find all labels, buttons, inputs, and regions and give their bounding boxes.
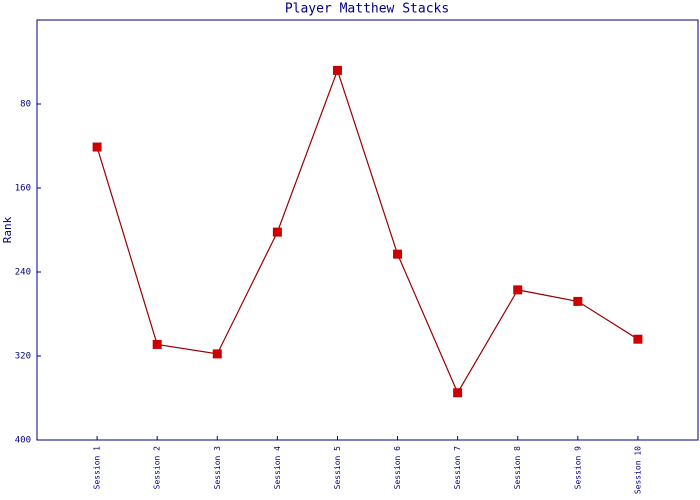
y-axis-label: Rank (1, 216, 14, 243)
marker (92, 142, 102, 152)
x-tick-label: Session 2 (153, 446, 162, 490)
marker (332, 65, 342, 75)
x-tick-label: Session 4 (273, 446, 282, 490)
y-tick-label: 240 (15, 268, 31, 278)
marker (513, 285, 523, 295)
chart-title: Player Matthew Stacks (285, 2, 449, 17)
y-tick-label: 400 (15, 436, 31, 446)
y-tick-label: 160 (15, 184, 31, 194)
y-tick-label: 80 (20, 100, 31, 110)
marker (152, 339, 162, 349)
marker (573, 296, 583, 306)
marker (272, 227, 282, 237)
marker (393, 249, 403, 259)
x-tick-label: Session 7 (453, 446, 462, 490)
x-tick-label: Session 3 (213, 446, 222, 490)
x-tick-label: Session 8 (513, 446, 522, 490)
x-tick-label: Session 1 (93, 446, 102, 490)
x-tick-label: Session 9 (573, 446, 582, 490)
x-tick-label: Session 6 (393, 446, 402, 490)
x-tick-label: Session 10 (633, 446, 642, 494)
x-tick-label: Session 5 (333, 446, 342, 490)
marker (212, 349, 222, 359)
marker (633, 334, 643, 344)
plot-frame (36, 19, 699, 441)
marker (453, 388, 463, 398)
y-tick-label: 320 (15, 352, 31, 362)
series-line (96, 68, 639, 395)
